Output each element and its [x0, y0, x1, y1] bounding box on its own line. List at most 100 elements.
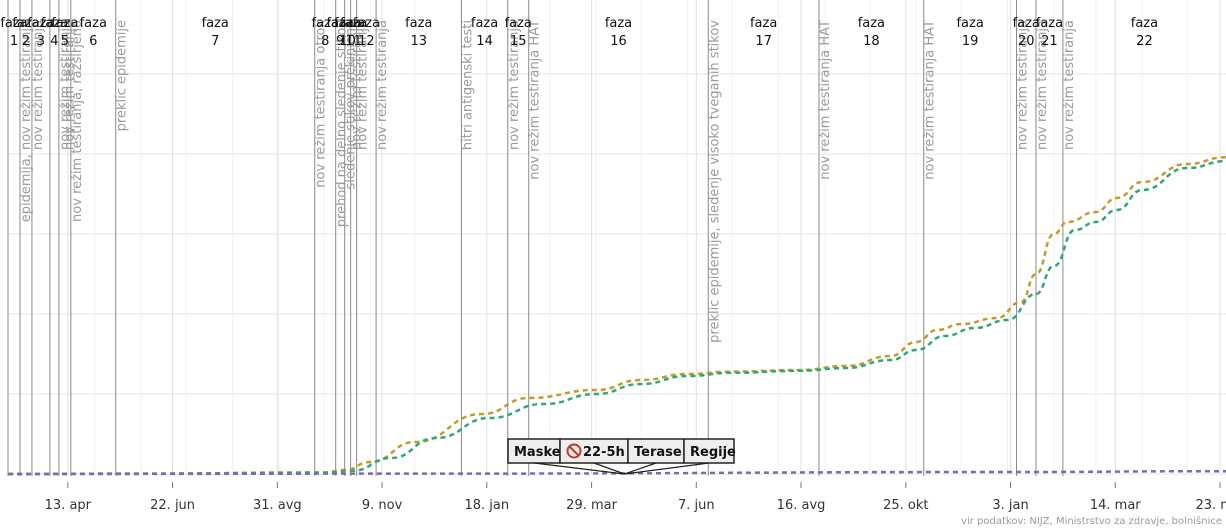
measure-connector: [533, 462, 625, 475]
phase-number: 18: [863, 34, 880, 49]
phase-label: faza: [312, 16, 339, 31]
measure-connector: [624, 462, 710, 475]
measure-badge-box: [559, 438, 629, 464]
phase-label: faza: [334, 16, 361, 31]
measure-badge: Terase: [627, 438, 685, 464]
phase-number: 14: [476, 34, 493, 49]
annotation-label: nov režim testiranja HAT: [818, 20, 833, 180]
phase-number: 22: [1136, 34, 1153, 49]
x-tick-label: 13. apr: [45, 498, 92, 513]
phase-number: 6: [89, 34, 97, 49]
annotation-label: epidemija, nov režim testiranja: [19, 20, 34, 222]
phase-number: 9: [336, 34, 344, 49]
x-tick-label: 29. mar: [566, 498, 617, 513]
annotation-label: preklic epidemije: [115, 20, 130, 131]
annotation-label: nov režim testiranja: [1035, 20, 1050, 150]
measure-label: Maske: [514, 445, 561, 460]
annotation-label: nov režim testiranja: [507, 20, 522, 150]
measure-connector: [593, 462, 625, 475]
x-tick-label: 14. mar: [1090, 498, 1141, 513]
x-tick-label: 18. jan: [465, 498, 510, 513]
measure-label: Terase: [634, 445, 682, 460]
phase-lines: [7, 0, 1064, 476]
phase-label: faza: [405, 16, 432, 31]
phase-label: faza: [80, 16, 107, 31]
annotation-label: nov režim testiranja: [356, 20, 371, 150]
measure-label: Regije: [690, 445, 736, 460]
phase-label: faza: [41, 16, 68, 31]
phase-label: faza: [27, 16, 54, 31]
annotation-label: prehod na delno sledenje stikov: [335, 20, 350, 228]
x-tick-label: 23. maj: [1195, 498, 1226, 513]
x-tick-label: 7. jun: [678, 498, 715, 513]
phase-label: faza: [353, 16, 380, 31]
phase-label: faza: [202, 16, 229, 31]
phase-label: faza: [1131, 16, 1158, 31]
phase-label: faza: [471, 16, 498, 31]
phase-number: 5: [61, 34, 69, 49]
annotation-label: nov režim testiranja: [375, 20, 390, 150]
phase-number: 2: [22, 34, 30, 49]
phase-number: 4: [50, 34, 58, 49]
annotation-label: nov režim testiranja: [62, 20, 77, 150]
phase-number: 11: [345, 34, 362, 49]
measure-badge: 22-5h: [559, 438, 629, 464]
phase-number: 8: [321, 34, 329, 49]
phase-label: faza: [605, 16, 632, 31]
x-tick-label: 3. jan: [992, 498, 1028, 513]
measure-badge: Maske: [507, 438, 561, 464]
annotation-label: nov režim testiranja, razširjeno: [70, 20, 85, 222]
phase-label: faza: [505, 16, 532, 31]
annotation-label: hitri antigenski testi: [460, 20, 475, 150]
phase-label: faza: [327, 16, 354, 31]
annotation-label: nov režim testiranja: [1016, 20, 1031, 150]
phase-label: faza: [51, 16, 78, 31]
phase-label: faza: [0, 16, 27, 31]
annotation-label: nov režim testiranja HAT: [923, 20, 938, 180]
x-axis-ticks: 13. apr 22. jun 31. avg 9. nov 18. jan 29. ma…: [45, 482, 1226, 513]
annotation-label: preklic epidemije, sledenje visoko tvega…: [707, 20, 722, 343]
phase-number: 10: [339, 34, 356, 49]
grid: [8, 0, 1226, 475]
annotation-label: nov režim testiranja: [1062, 20, 1077, 150]
x-tick-label: 31. avg: [253, 498, 302, 513]
series: [7, 155, 1226, 476]
annotation-label: nov režim testiranja: [350, 20, 365, 150]
series-line-0: [7, 155, 1226, 476]
measure-connector: [624, 462, 657, 475]
annotations: epidemija, nov režim testiranja nov režim…: [19, 20, 1077, 343]
annotation-label: sledenje stikov prekinjeno: [344, 20, 359, 189]
phase-number: 15: [510, 34, 527, 49]
measure-badge-box: [507, 438, 561, 464]
phase-label: faza: [1013, 16, 1040, 31]
no-entry-icon: [566, 443, 582, 459]
phase-number: 17: [755, 34, 772, 49]
x-tick-label: 9. nov: [362, 498, 403, 513]
x-tick-label: 22. jun: [150, 498, 195, 513]
phase-number: 12: [358, 34, 375, 49]
phase-number: 21: [1041, 34, 1058, 49]
phase-label: faza: [12, 16, 39, 31]
annotation-label: nov režim testiranja: [58, 20, 73, 150]
measure-label: 22-5h: [583, 445, 625, 460]
x-tick-label: 25. okt: [883, 498, 928, 513]
phase-label: faza: [750, 16, 777, 31]
x-tick-label: 16. avg: [777, 498, 826, 513]
phase-label: faza: [858, 16, 885, 31]
phase-number: 7: [211, 34, 219, 49]
phase-number: 3: [37, 34, 45, 49]
phase-number: 1: [10, 34, 18, 49]
series-line-1: [7, 159, 1226, 476]
phase-number: 19: [962, 34, 979, 49]
measure-badge: Regije: [683, 438, 736, 464]
phase-label: faza: [956, 16, 983, 31]
measures-box: Maske 22-5h Terase Regije: [507, 438, 736, 475]
annotation-label: nov režim testiranja otrok: [314, 20, 329, 188]
phase-number: 20: [1018, 34, 1035, 49]
phase-number: 13: [410, 34, 427, 49]
phase-titles: faza 1 faza 2 faza 3 faza 4 faza 5 faza 6 faza 7 faza 8…: [0, 16, 1158, 49]
phase-label: faza: [1036, 16, 1063, 31]
annotation-label: nov režim testiranja HAT: [528, 20, 543, 180]
phase-label: faza: [340, 16, 367, 31]
